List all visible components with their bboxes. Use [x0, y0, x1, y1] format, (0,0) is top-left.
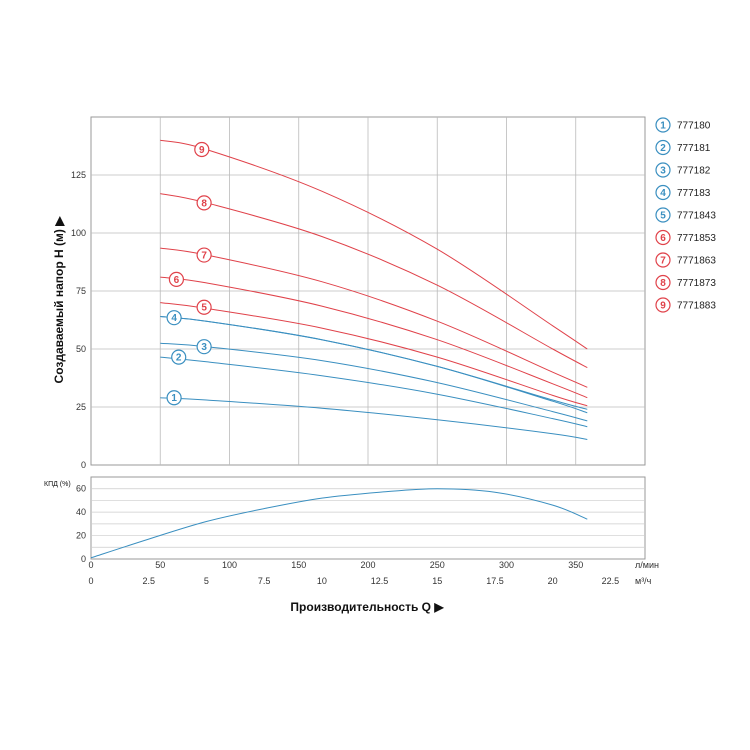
- legend-badge-label-9: 9: [660, 301, 666, 312]
- legend-item-5: 7771843: [677, 211, 716, 222]
- legend-badge-label-5: 5: [660, 211, 666, 222]
- curve-badge-5: [196, 299, 212, 315]
- efficiency-line: [90, 488, 588, 559]
- flow-axis-title: Производительность Q ▶: [290, 600, 444, 614]
- head-tick-0: 0: [81, 460, 86, 470]
- legend-badge-8: [655, 274, 671, 291]
- head-curve-6: [160, 276, 588, 399]
- m3h-tick-22.5: 22.5: [602, 576, 620, 586]
- legend-badge-label-8: 8: [660, 278, 666, 289]
- efficiency-chart-grid: 0 20 40 60: [76, 476, 646, 564]
- legend-badge-label-6: 6: [660, 233, 666, 244]
- legend-item-8: 7771873: [677, 278, 716, 289]
- m3h-tick-10: 10: [317, 576, 327, 586]
- curve-badge-label-1: 1: [171, 393, 177, 404]
- legend-badge-1: [655, 117, 671, 133]
- legend-badge-6: [655, 229, 671, 246]
- efficiency-tick-20: 20: [76, 531, 86, 541]
- head-axis-title: Создаваемый напор H (м) ▶: [52, 216, 66, 384]
- head-curve-5b: [160, 302, 588, 407]
- curve-badge-label-8: 8: [201, 198, 207, 209]
- head-tick-100: 100: [71, 228, 86, 238]
- head-tick-50: 50: [76, 344, 86, 354]
- legend-badge-label-2: 2: [660, 143, 666, 154]
- m3h-tick-2.5: 2.5: [142, 576, 155, 586]
- legend-item-7: 7771863: [677, 256, 716, 267]
- curve-badge-label-6: 6: [174, 275, 180, 286]
- curve-badges: 1 2 3 4 5 6 7 8 9: [166, 141, 212, 406]
- m3h-unit-label: м³/ч: [635, 576, 652, 586]
- head-curve-1: [160, 397, 588, 440]
- legend-badge-label-3: 3: [660, 166, 666, 177]
- curve-badge-label-5: 5: [201, 303, 207, 314]
- lpm-tick-0: 0: [88, 560, 93, 570]
- m3h-tick-20: 20: [548, 576, 558, 586]
- head-curves: [160, 139, 588, 440]
- curve-badge-7: [196, 247, 212, 263]
- curve-badge-2: [171, 349, 187, 365]
- efficiency-curve: [90, 488, 588, 559]
- legend-item-6: 7771853: [677, 233, 716, 244]
- legend-badge-4: [655, 184, 671, 201]
- m3h-tick-12.5: 12.5: [371, 576, 389, 586]
- axis-labels: 50 100 150 200 250 300 350 0 0 2.5 5 7.5 10 12.5 15 17.…: [88, 560, 619, 586]
- head-curve-3: [160, 342, 588, 422]
- head-curve-9: [160, 139, 588, 350]
- m3h-tick-5: 5: [204, 576, 209, 586]
- curve-badge-9: [194, 141, 210, 158]
- lpm-tick-200: 200: [360, 560, 375, 570]
- legend-item-4: 777183: [677, 188, 711, 199]
- curve-badge-1: [166, 390, 182, 406]
- efficiency-axis-title: КПД (%): [44, 481, 71, 488]
- efficiency-tick-0: 0: [81, 554, 86, 564]
- m3h-tick-0: 0: [88, 576, 93, 586]
- efficiency-tick-60: 60: [76, 484, 86, 494]
- head-curve-5: [160, 316, 588, 410]
- head-curve-2: [160, 356, 588, 428]
- efficiency-plot-frame: [90, 476, 646, 560]
- legend-item-9: 7771883: [677, 301, 716, 312]
- curve-badge-label-2: 2: [176, 353, 182, 364]
- lpm-unit-label: л/мин: [635, 560, 659, 570]
- curve-badge-8: [196, 195, 212, 211]
- m3h-tick-15: 15: [432, 576, 442, 586]
- curve-badge-4: [166, 310, 182, 326]
- legend-item-3: 777182: [677, 166, 711, 177]
- lpm-tick-50: 50: [155, 560, 165, 570]
- legend-badge-label-7: 7: [660, 256, 666, 267]
- lpm-tick-100: 100: [222, 560, 237, 570]
- legend-badge-9: [655, 297, 671, 313]
- legend-badge-label-4: 4: [660, 188, 666, 199]
- head-tick-25: 25: [76, 402, 86, 412]
- legend-item-2: 777181: [677, 143, 711, 154]
- m3h-tick-7.5: 7.5: [258, 576, 271, 586]
- legend-badge-5: [655, 207, 671, 223]
- legend-badge-3: [655, 162, 671, 178]
- lpm-tick-150: 150: [291, 560, 306, 570]
- head-curve-7: [160, 247, 588, 388]
- legend-badge-2: [655, 139, 671, 156]
- head-curve-4: [160, 316, 588, 414]
- curve-badge-label-9: 9: [199, 145, 205, 156]
- legend-badge-7: [655, 252, 671, 268]
- curve-badge-3: [196, 339, 212, 355]
- lpm-tick-250: 250: [430, 560, 445, 570]
- efficiency-tick-40: 40: [76, 507, 86, 517]
- m3h-tick-17.5: 17.5: [486, 576, 504, 586]
- legend-item-1: 777180: [677, 121, 711, 132]
- lpm-tick-300: 300: [499, 560, 514, 570]
- lpm-tick-350: 350: [568, 560, 583, 570]
- curve-badge-6: [168, 271, 185, 287]
- curve-badge-label-3: 3: [201, 342, 207, 353]
- head-curve-8: [160, 193, 588, 369]
- head-tick-125: 125: [71, 170, 86, 180]
- head-tick-75: 75: [76, 286, 86, 296]
- curve-badge-label-7: 7: [201, 251, 207, 262]
- legend-badge-label-1: 1: [660, 121, 666, 132]
- curve-badge-label-4: 4: [171, 313, 177, 324]
